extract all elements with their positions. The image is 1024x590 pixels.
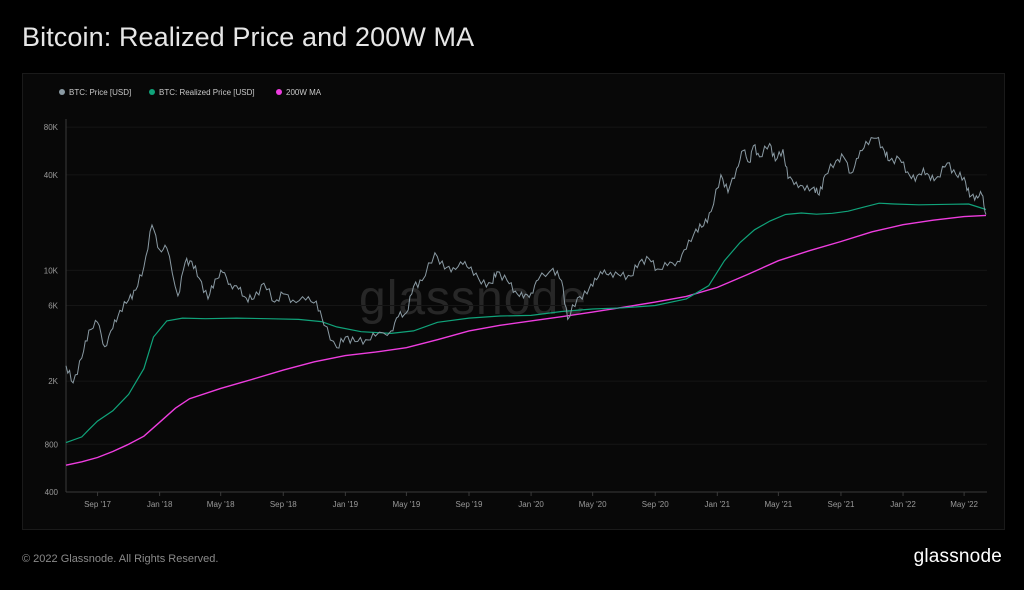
legend[interactable]: BTC: Price [USD] BTC: Realized Price [US… — [59, 88, 322, 97]
legend-dot-icon — [149, 89, 155, 95]
x-tick-label: May '19 — [393, 500, 421, 509]
grid-layer — [66, 126, 987, 493]
y-tick-label: 6K — [48, 302, 58, 311]
chart-svg[interactable]: BTC: Price [USD] BTC: Realized Price [US… — [23, 74, 1004, 529]
legend-item-price[interactable]: BTC: Price [USD] — [59, 88, 131, 97]
watermark: glassnode — [359, 272, 587, 325]
x-tick-label: Sep '18 — [270, 500, 297, 509]
x-tick-label: Sep '17 — [84, 500, 111, 509]
chart-panel[interactable]: BTC: Price [USD] BTC: Realized Price [US… — [22, 73, 1005, 530]
footer-logo[interactable]: glassnode — [913, 546, 1002, 567]
y-tick-label: 80K — [44, 123, 59, 132]
x-tick-label: May '22 — [950, 500, 978, 509]
x-axis: Sep '17 Jan '18 May '18 Sep '18 Jan '19 May '… — [84, 492, 979, 509]
y-tick-label: 400 — [45, 488, 59, 497]
footer-copyright: © 2022 Glassnode. All Rights Reserved. — [22, 553, 219, 565]
x-tick-label: Jan '21 — [705, 500, 731, 509]
y-axis: 400 800 2K 6K 10K 40K 80K — [44, 123, 59, 497]
legend-label-price: BTC: Price [USD] — [69, 88, 131, 97]
legend-dot-icon — [276, 89, 282, 95]
y-tick-label: 800 — [45, 440, 59, 449]
legend-item-realized[interactable]: BTC: Realized Price [USD] — [149, 88, 255, 97]
y-tick-label: 40K — [44, 171, 59, 180]
x-tick-label: Jan '18 — [147, 500, 173, 509]
series-line-price — [65, 136, 987, 384]
legend-item-ma200[interactable]: 200W MA — [276, 88, 322, 97]
x-tick-label: Sep '19 — [456, 500, 483, 509]
x-tick-label: Sep '20 — [642, 500, 669, 509]
series-layer — [65, 136, 987, 466]
y-tick-label: 10K — [44, 266, 59, 275]
series-line-realized — [65, 202, 987, 444]
x-tick-label: May '20 — [579, 500, 607, 509]
page-title: Bitcoin: Realized Price and 200W MA — [22, 22, 475, 52]
x-tick-label: May '18 — [207, 500, 235, 509]
legend-dot-icon — [59, 89, 65, 95]
x-tick-label: Jan '19 — [333, 500, 359, 509]
legend-label-realized: BTC: Realized Price [USD] — [159, 88, 255, 97]
x-tick-label: Sep '21 — [828, 500, 855, 509]
y-tick-label: 2K — [48, 377, 58, 386]
x-tick-label: Jan '22 — [890, 500, 916, 509]
legend-label-ma200: 200W MA — [286, 88, 322, 97]
x-tick-label: May '21 — [764, 500, 792, 509]
series-line-ma200 — [65, 214, 987, 466]
x-tick-label: Jan '20 — [518, 500, 544, 509]
